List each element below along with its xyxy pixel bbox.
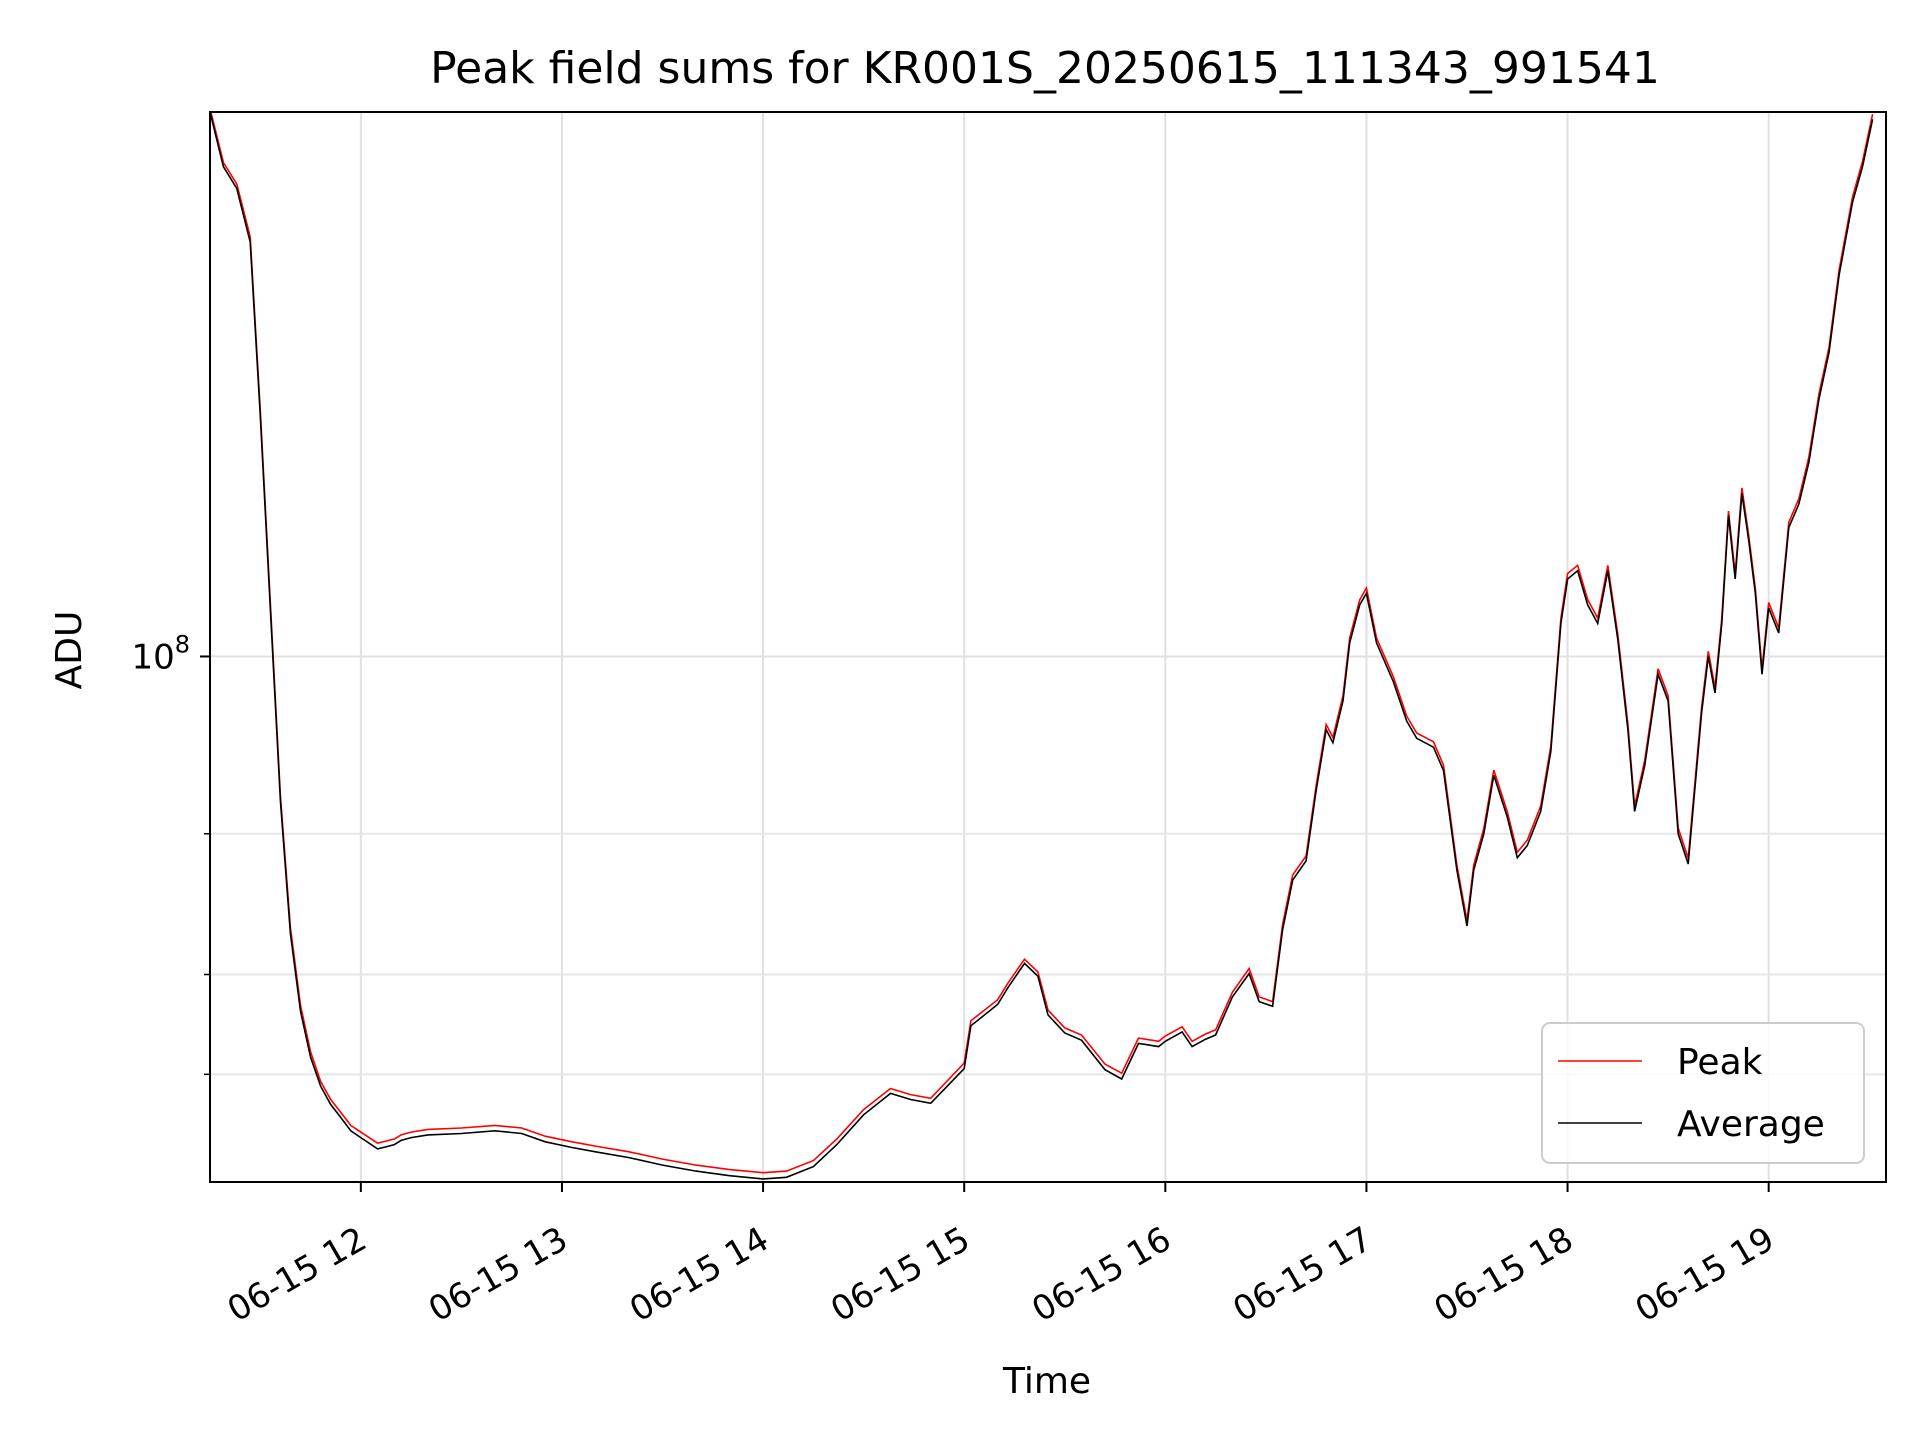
legend: Peak Average	[1541, 1022, 1865, 1164]
x-axis-label: Time	[1002, 1361, 1091, 1402]
y-tick-label: 108	[131, 630, 190, 677]
y-axis-label: ADU	[49, 611, 90, 690]
legend-average-label: Average	[1677, 1104, 1825, 1145]
legend-peak-label: Peak	[1677, 1042, 1763, 1083]
y-axis-ticks: 108	[131, 630, 210, 1076]
plot-area	[210, 112, 1874, 1180]
legend-frame	[1541, 1022, 1865, 1164]
series-average-line	[210, 112, 1874, 1180]
chart-title: Peak field sums for KR001S_20250615_1113…	[430, 43, 1660, 94]
axes-frame	[209, 111, 1887, 1183]
